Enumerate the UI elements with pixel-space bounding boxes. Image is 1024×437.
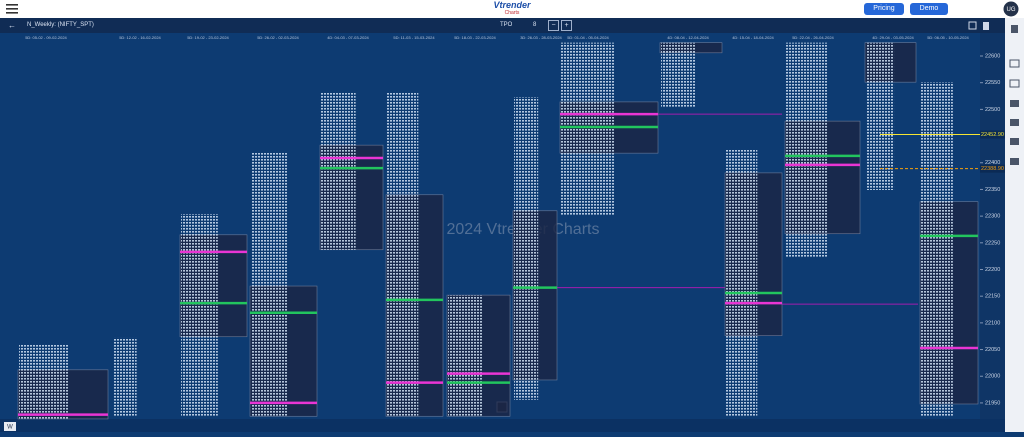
week-label: 5D: 22-04 - 26-04-2024 — [792, 35, 834, 40]
y-tick-label: 22550 — [985, 80, 1000, 86]
tpo-range — [448, 295, 483, 417]
chart-toolbar: ← N_Weekly: (NIFTY_SPT) TPO 8 − + — [0, 18, 1005, 33]
logo-text: Vtrender — [493, 0, 531, 10]
tpo-range — [866, 42, 895, 190]
tpo-range — [181, 213, 218, 417]
bottom-bar — [0, 419, 1005, 432]
week-label: 5D: 12-02 - 16-02-2024 — [119, 35, 161, 40]
sidebar-icons — [1009, 25, 1020, 165]
grid-icon[interactable] — [1010, 100, 1019, 107]
logo[interactable]: Vtrender Charts — [482, 0, 542, 16]
tpo-range — [661, 42, 696, 108]
week-label: 4D: 04-03 - 07-03-2024 — [327, 35, 369, 40]
week-label: 4D: 15-04 - 18-04-2024 — [732, 35, 774, 40]
demo-button[interactable]: Demo — [910, 3, 948, 15]
tpo-range — [726, 149, 758, 417]
y-tick-label: 22500 — [985, 107, 1000, 113]
logo-sub: Charts — [504, 10, 520, 16]
grid-icon[interactable] — [1010, 119, 1019, 126]
chart-type[interactable]: TPO — [500, 22, 513, 28]
price-axis — [980, 33, 1005, 432]
tpo-range — [321, 92, 356, 250]
tpo-range — [921, 82, 953, 417]
box-icon[interactable] — [1009, 59, 1020, 68]
toolbar-icons — [968, 21, 989, 30]
user-initials: UG — [1007, 7, 1016, 13]
y-tick-label: 22350 — [985, 187, 1000, 193]
y-tick-label: 22250 — [985, 240, 1000, 246]
level-tag — [980, 164, 1005, 173]
tpo-range — [251, 152, 288, 417]
box-icon[interactable] — [1009, 79, 1020, 88]
tpo-range — [113, 337, 137, 417]
tpo-range — [514, 97, 539, 400]
week-label: 5D: 19-02 - 23-02-2024 — [187, 35, 229, 40]
save-icon[interactable] — [1011, 25, 1018, 33]
week-label: 5D: 06-05 - 10-05-2024 — [927, 35, 969, 40]
top-bar: Vtrender Charts Pricing Demo UG — [0, 0, 1024, 19]
week-label: 5D: 18-03 - 22-03-2024 — [454, 35, 496, 40]
user-avatar[interactable]: UG — [1003, 1, 1019, 17]
week-label: 4D: 08-04 - 12-04-2024 — [667, 35, 709, 40]
week-label: 5D: 01-04 - 05-04-2024 — [567, 35, 609, 40]
y-tick-label: 22400 — [985, 160, 1000, 166]
chart: 2024 Vtrender Charts W 22600225502250022… — [0, 33, 1005, 432]
y-tick-label: 22150 — [985, 294, 1000, 300]
week-label: 5D: 11-03 - 15-03-2024 — [393, 35, 435, 40]
y-tick-label: 22100 — [985, 320, 1000, 326]
y-tick-label: 21950 — [985, 400, 1000, 406]
list-icon[interactable] — [1010, 158, 1019, 165]
y-tick-label: 22000 — [985, 374, 1000, 380]
save-icon[interactable] — [968, 21, 977, 30]
tpo-range — [561, 42, 615, 216]
week-label: 4D: 29-04 - 03-05-2024 — [872, 35, 914, 40]
grid-icon[interactable] — [1010, 138, 1019, 145]
week-label: 5D: 26-02 - 02-03-2024 — [257, 35, 299, 40]
zoom-out[interactable]: − — [548, 20, 559, 31]
timeframe-label: W — [7, 425, 13, 431]
pricing-button[interactable]: Pricing — [864, 3, 904, 15]
zoom-in[interactable]: + — [561, 20, 572, 31]
right-sidebar — [1005, 18, 1024, 432]
back-arrow[interactable]: ← — [8, 21, 16, 30]
y-tick-label: 22600 — [985, 53, 1000, 59]
level-tag — [980, 130, 1005, 139]
export-icon[interactable] — [983, 22, 989, 30]
y-tick-label: 22300 — [985, 214, 1000, 220]
y-tick-label: 22200 — [985, 267, 1000, 273]
symbol-label[interactable]: N_Weekly: (NIFTY_SPT) — [27, 22, 94, 28]
y-tick-label: 22050 — [985, 347, 1000, 353]
tpo-range — [786, 42, 828, 258]
tpo-range — [19, 344, 69, 419]
menu-icon[interactable] — [6, 4, 20, 14]
level-label: 22388.90 — [981, 166, 1004, 172]
week-label: 5D: 05-02 - 09-02-2024 — [25, 35, 67, 40]
level-label: 22452.90 — [981, 132, 1004, 138]
timeframe-button[interactable] — [4, 422, 16, 431]
tpo-range — [387, 92, 419, 417]
week-label: 3D: 26-03 - 28-03-2024 — [520, 35, 562, 40]
tpo-size[interactable]: 8 — [533, 22, 537, 28]
